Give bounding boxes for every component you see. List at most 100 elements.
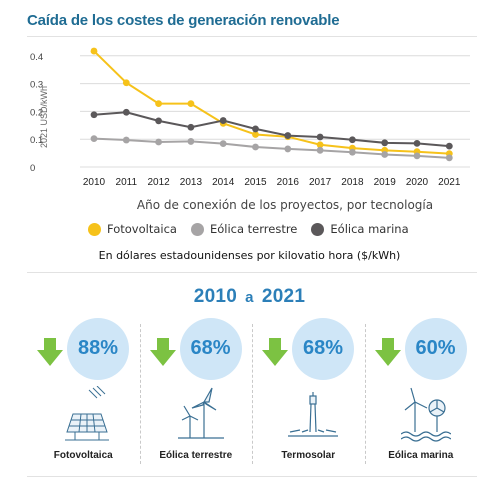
data-point-e-lica-terrestre [381,151,389,158]
data-point-e-lica-marina [219,117,227,124]
x-tick-label: 2017 [309,177,332,188]
data-point-e-lica-marina [284,132,292,139]
reduction-panel-termosolar: 68% Termosolar [252,316,365,474]
x-tick-label: 2021 [438,177,461,188]
data-point-e-lica-marina [187,123,195,131]
x-axis-label: Año de conexión de los proyectos, por te… [137,198,433,212]
data-point-e-lica-terrestre [349,148,356,156]
title-divider [27,36,477,37]
solar-panel-icon [65,386,109,441]
legend-swatch [190,222,204,236]
data-point-fotovoltaica [122,79,130,87]
line-chart: 0 0.1 0.2 0.3 0.4 2021 USD/kWh 2010 2011 2012 201… [30,47,470,212]
chart-legend: Fotovoltaica Eólica terrestre Eólica mar… [88,222,423,236]
data-point-e-lica-terrestre [90,135,98,143]
data-point-e-lica-marina [155,117,163,125]
period-heading: 2010 a 2021 [0,286,499,308]
x-tick-label: 2018 [341,177,364,188]
reduction-panels: 88% Fotovoltaica 68% [27,316,477,474]
data-point-e-lica-marina [252,125,259,133]
units-note: En dólares estadounidenses por kilovatio… [98,249,401,262]
x-tick-label: 2010 [83,177,106,188]
down-arrow-icon [262,338,288,366]
down-arrow-icon [374,338,401,366]
data-point-fotovoltaica [155,100,163,108]
data-point-e-lica-terrestre [219,140,227,148]
reduction-percent: 68% [190,337,231,359]
series-layer [90,47,453,162]
section-divider [27,272,477,273]
x-tick-label: 2016 [277,177,300,188]
reduction-percent: 60% [415,337,456,359]
data-point-e-lica-terrestre [122,136,130,144]
period-to: 2021 [261,286,306,307]
legend-label: Eólica marina [330,222,409,236]
reduction-panel-fotovoltaica: 88% Fotovoltaica [27,316,140,474]
period-from: 2010 [193,286,238,307]
legend-swatch [88,222,101,236]
data-point-e-lica-terrestre [413,152,421,160]
x-tick-label: 2013 [180,177,203,188]
percent-bubble [67,318,129,380]
percent-bubble [292,318,354,380]
data-point-fotovoltaica [252,131,259,138]
reduction-panel-eolica-marina: 60% Eólica marina [364,316,478,474]
data-point-e-lica-terrestre [187,138,195,145]
data-point-fotovoltaica [187,100,195,108]
data-point-e-lica-marina [316,133,324,141]
data-point-e-lica-terrestre [445,154,453,162]
legend-item-eolica-terrestre: Eólica terrestre [190,222,298,236]
down-arrow-icon [149,338,176,366]
y-tick-label: 0.1 [30,135,43,146]
x-tick-label: 2012 [147,177,170,188]
x-tick-label: 2011 [116,177,138,188]
percent-bubble [404,318,467,380]
x-tick-label: 2014 [212,177,235,188]
down-arrow-icon [37,338,63,366]
legend-item-fotovoltaica: Fotovoltaica [88,222,177,236]
offshore-wind-icon [400,387,451,442]
chart-title: Caída de los costes de generación renova… [27,12,340,29]
period-connector: a [245,289,254,306]
data-point-e-lica-terrestre [252,143,259,151]
technology-label: Fotovoltaica [53,450,113,461]
solar-tower-icon [288,392,338,437]
technology-label: Eólica marina [388,450,454,461]
y-axis-label: 2021 USD/kWh [39,86,49,148]
data-point-e-lica-terrestre [316,146,324,154]
axis-labels: 0 0.1 0.2 0.3 0.4 2021 USD/kWh 2010 2011 2012 201… [30,52,461,212]
grid-lines [80,55,470,168]
series-line-fotovoltaica [93,50,450,155]
y-tick-label: 0.4 [30,52,43,63]
legend-label: Fotovoltaica [107,222,177,236]
reduction-panel-eolica-terrestre: 68% Eólica terrestre [139,316,253,474]
data-point-e-lica-marina [122,108,130,116]
series-line-e-lica-marina [93,111,450,148]
legend-swatch [311,222,325,236]
data-point-e-lica-marina [90,111,98,119]
reduction-percent: 68% [302,337,344,359]
data-point-fotovoltaica [316,141,324,149]
x-tick-label: 2019 [374,177,397,188]
percent-bubble [179,318,242,380]
x-tick-label: 2015 [244,177,267,188]
legend-item-eolica-marina: Eólica marina [311,222,409,236]
data-point-e-lica-marina [349,136,356,144]
data-point-e-lica-terrestre [155,138,163,146]
data-point-e-lica-marina [381,139,389,147]
data-point-e-lica-terrestre [284,145,292,153]
technology-label: Termosolar [281,450,336,461]
y-tick-label: 0.2 [30,107,43,118]
technology-label: Eólica terrestre [159,450,233,461]
y-tick-label: 0.3 [30,80,43,91]
x-tick-label: 2020 [406,177,429,188]
series-line-e-lica-terrestre [93,137,450,159]
data-point-e-lica-marina [413,139,421,147]
y-tick-label: 0 [30,163,35,174]
bottom-divider [27,476,477,477]
wind-turbine-icon [177,387,224,439]
data-point-e-lica-marina [445,142,453,150]
reduction-percent: 88% [77,337,119,359]
legend-label: Eólica terrestre [209,222,298,236]
data-point-fotovoltaica [90,47,98,55]
